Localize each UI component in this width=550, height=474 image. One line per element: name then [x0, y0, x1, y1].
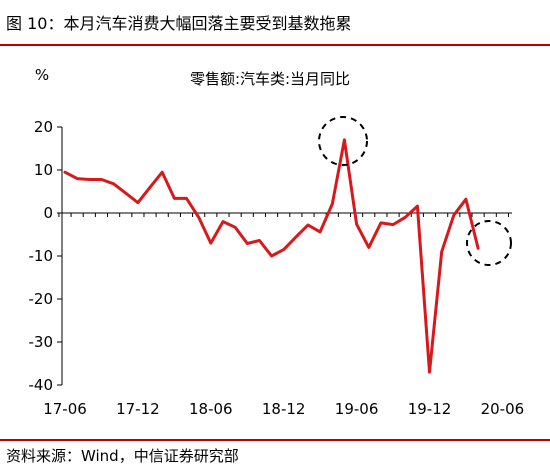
title-divider [0, 44, 550, 46]
y-tick-label: 10 [34, 161, 53, 179]
y-tick-label: -20 [29, 290, 54, 308]
source-note: 资料来源：Wind，中信证券研究部 [6, 447, 239, 465]
line-chart: 零售额:汽车类:当月同比% 20 10 0 -10 -20 -30 -40 17-06 17-12… [29, 66, 525, 418]
y-tick-label: 20 [34, 118, 53, 136]
chart-title: 零售额:汽车类:当月同比 [190, 70, 350, 88]
x-tick-label: 17-12 [116, 400, 160, 418]
y-axis-unit: % [35, 66, 49, 84]
y-tick-label: -30 [29, 333, 54, 351]
x-tick-label: 18-06 [189, 400, 233, 418]
y-tick-label: -40 [29, 376, 54, 394]
y-tick-label: 0 [43, 204, 53, 222]
highlight-circle [466, 220, 512, 266]
series-line [63, 138, 480, 374]
x-tick-label: 19-06 [335, 400, 379, 418]
x-tick-label: 18-12 [262, 400, 306, 418]
source-divider [0, 439, 550, 441]
highlight-circle [318, 116, 368, 166]
x-tick-label: 20-06 [481, 400, 525, 418]
x-tick-label: 19-12 [408, 400, 452, 418]
figure-title: 图 10：本月汽车消费大幅回落主要受到基数拖累 [6, 14, 352, 33]
y-tick-label: -10 [29, 247, 54, 265]
x-tick-label: 17-06 [43, 400, 87, 418]
